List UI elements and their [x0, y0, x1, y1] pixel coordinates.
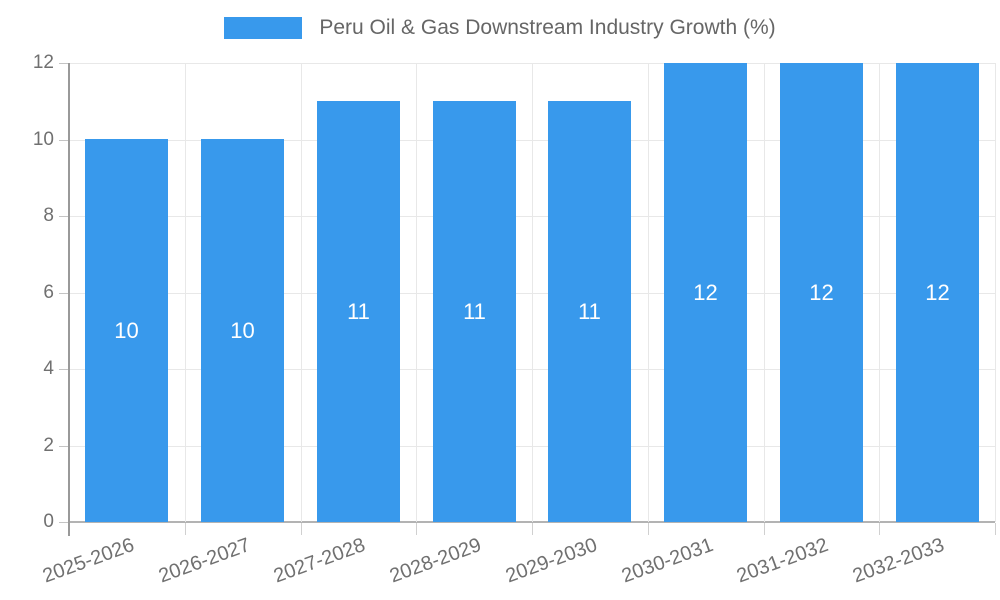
bar-value-label: 12 — [925, 280, 950, 305]
x-tick-label: 2027-2028 — [271, 534, 369, 588]
chart-legend[interactable]: Peru Oil & Gas Downstream Industry Growt… — [0, 14, 1000, 42]
bar[interactable] — [780, 63, 863, 522]
bar[interactable] — [896, 63, 979, 522]
gridline — [185, 63, 186, 522]
y-axis-tick — [59, 63, 69, 64]
y-tick-label: 4 — [43, 358, 54, 379]
bar[interactable] — [201, 139, 284, 522]
legend-swatch — [224, 17, 303, 39]
y-axis-line — [68, 63, 70, 536]
y-axis-tick — [59, 522, 69, 523]
x-tick-label: 2028-2029 — [387, 534, 485, 588]
bar-value-label: 11 — [463, 299, 486, 324]
bar-value-label: 11 — [347, 299, 370, 324]
x-axis-tick — [648, 523, 649, 535]
x-tick-label: 2025-2026 — [40, 534, 138, 588]
x-axis-line — [69, 521, 995, 523]
chart-title: Peru Oil & Gas Downstream Industry Growt… — [319, 16, 776, 39]
x-tick-label: 2026-2027 — [156, 534, 254, 588]
y-axis-tick — [59, 446, 69, 447]
bar[interactable] — [433, 101, 516, 522]
x-axis-tick — [416, 523, 417, 535]
x-axis-tick — [301, 523, 302, 535]
bar-value-label: 10 — [114, 318, 139, 343]
y-axis-tick — [59, 293, 69, 294]
y-tick-label: 10 — [32, 129, 54, 150]
y-tick-label: 2 — [43, 435, 54, 456]
x-tick-label: 2032-2033 — [850, 534, 948, 588]
x-axis-tick — [764, 523, 765, 535]
gridline — [648, 63, 649, 522]
bar-value-label: 12 — [693, 280, 718, 305]
y-axis-tick — [59, 216, 69, 217]
y-tick-label: 12 — [32, 52, 54, 73]
x-tick-label: 2029-2030 — [503, 534, 601, 588]
y-axis-tick — [59, 140, 69, 141]
bar[interactable] — [548, 101, 631, 522]
gridline — [764, 63, 765, 522]
y-tick-label: 6 — [43, 282, 54, 303]
gridline — [879, 63, 880, 522]
gridline — [995, 63, 996, 522]
bar-value-label: 10 — [230, 318, 255, 343]
bar-value-label: 12 — [809, 280, 834, 305]
x-tick-label: 2031-2032 — [734, 534, 832, 588]
x-axis-tick — [995, 523, 996, 535]
gridline — [301, 63, 302, 522]
y-tick-label: 8 — [43, 205, 54, 226]
gridline — [532, 63, 533, 522]
bar-value-label: 11 — [578, 299, 601, 324]
y-tick-label: 0 — [43, 511, 54, 532]
x-axis-tick — [185, 523, 186, 535]
x-axis-tick — [532, 523, 533, 535]
bar[interactable] — [664, 63, 747, 522]
x-tick-label: 2030-2031 — [619, 534, 717, 588]
gridline — [416, 63, 417, 522]
x-axis-tick — [879, 523, 880, 535]
bar[interactable] — [85, 139, 168, 522]
y-axis-tick — [59, 369, 69, 370]
bar[interactable] — [317, 101, 400, 522]
